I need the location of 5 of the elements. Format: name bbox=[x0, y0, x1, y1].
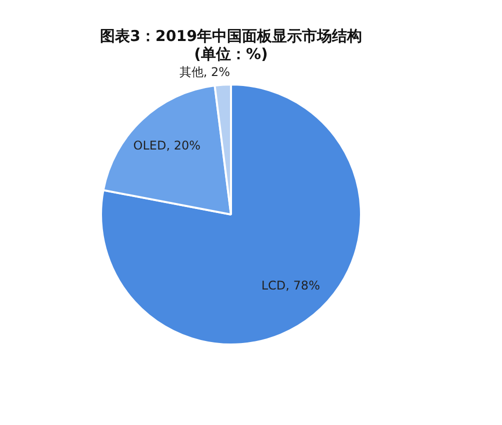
slice-label: OLED, 20% bbox=[133, 138, 201, 152]
chart-subtitle: (单位：%) bbox=[194, 44, 268, 63]
chart-title: 图表3：2019年中国面板显示市场结构 bbox=[100, 26, 362, 45]
slice-label: LCD, 78% bbox=[261, 278, 320, 293]
slice-label: 其他, 2% bbox=[179, 64, 230, 79]
